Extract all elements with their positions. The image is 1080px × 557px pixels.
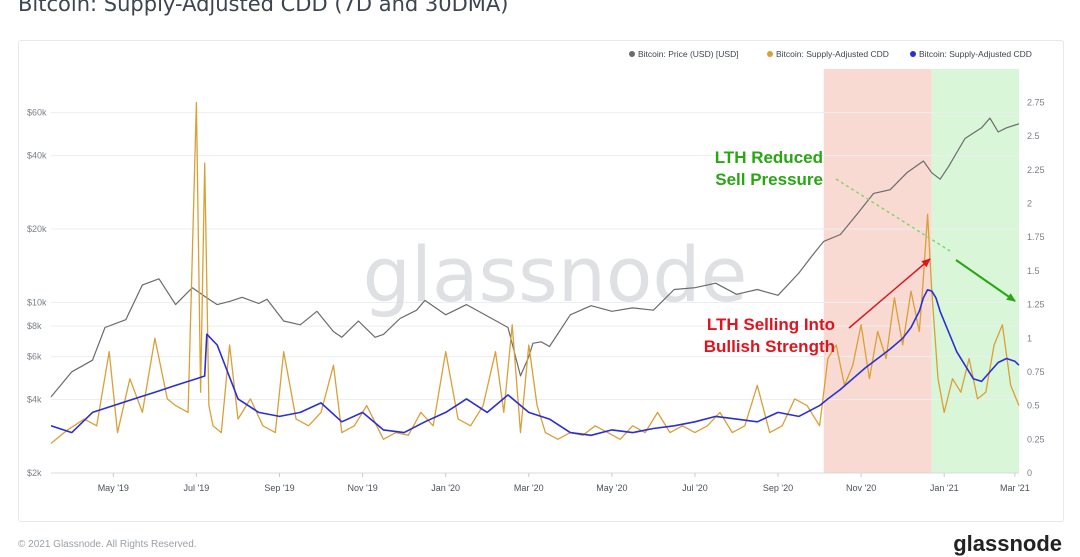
x-axis-tick-label: Jan '21 — [930, 483, 959, 493]
series-line-1 — [50, 101, 1020, 444]
right-axis-tick-label: 1 — [1027, 333, 1032, 343]
series-line-2 — [50, 289, 1020, 437]
annotation-green-line-1: LTH Reduced — [715, 148, 823, 167]
footer-copyright: © 2021 Glassnode. All Rights Reserved. — [18, 539, 197, 550]
x-axis-tick-label: Jul '19 — [184, 483, 210, 493]
right-axis-tick-label: 2.25 — [1027, 165, 1045, 175]
legend-marker — [629, 51, 635, 57]
left-axis-tick-label: $2k — [27, 468, 42, 478]
left-axis-tick-label: $40k — [27, 151, 47, 161]
watermark-text: glassnode — [363, 230, 748, 319]
left-axis-tick-label: $20k — [27, 224, 47, 234]
green-dashed-guide — [835, 178, 951, 252]
x-axis-tick-label: Sep '20 — [763, 483, 793, 493]
legend-marker — [767, 51, 773, 57]
right-axis-tick-label: 1.25 — [1027, 300, 1045, 310]
right-axis-tick-label: 1.75 — [1027, 232, 1045, 242]
x-axis-tick-label: Sep '19 — [264, 483, 294, 493]
right-axis-tick-label: 0 — [1027, 468, 1032, 478]
left-axis-tick-label: $10k — [27, 297, 47, 307]
left-axis-tick-label: $60k — [27, 108, 47, 118]
annotation-red-line-2: Bullish Strength — [704, 337, 835, 356]
left-axis-tick-label: $8k — [27, 321, 42, 331]
right-axis-tick-label: 0.5 — [1027, 401, 1040, 411]
highlight-lth-selling-region — [823, 69, 932, 473]
green-arrow — [955, 259, 1016, 302]
page-title: Bitcoin: Supply-Adjusted CDD (7D and 30D… — [18, 0, 509, 16]
annotation-red-line-1: LTH Selling Into — [707, 315, 835, 334]
x-axis-tick-label: Mar '21 — [1000, 483, 1030, 493]
x-axis-tick-label: May '19 — [98, 483, 129, 493]
x-axis-tick-label: Jul '20 — [682, 483, 708, 493]
chart-svg: $2k $4k $6k $8k $10k $20k $40k $60k 0 0.25 0.5 0.75… — [27, 49, 1045, 493]
left-axis-tick-label: $4k — [27, 395, 42, 405]
legend-label: Bitcoin: Supply-Adjusted CDD — [919, 49, 1032, 59]
x-axis-tick-label: May '20 — [596, 483, 627, 493]
legend-label: Bitcoin: Supply-Adjusted CDD — [776, 49, 889, 59]
annotation-green-line-2: Sell Pressure — [715, 170, 823, 189]
right-axis-tick-label: 2.5 — [1027, 131, 1040, 141]
x-axis-tick-label: Nov '19 — [347, 483, 377, 493]
footer-brand: glassnode — [953, 531, 1062, 556]
series-line-0 — [50, 117, 1020, 398]
right-axis-tick-label: 0.25 — [1027, 434, 1045, 444]
x-axis-tick-label: Mar '20 — [514, 483, 544, 493]
chart-card: $2k $4k $6k $8k $10k $20k $40k $60k 0 0.25 0.5 0.75… — [18, 40, 1064, 522]
legend-marker — [910, 51, 916, 57]
right-axis-tick-label: 1.5 — [1027, 266, 1040, 276]
x-axis-tick-label: Jan '20 — [431, 483, 460, 493]
legend-label: Bitcoin: Price (USD) [USD] — [638, 49, 739, 59]
right-axis-tick-label: 2 — [1027, 199, 1032, 209]
right-axis-tick-label: 0.75 — [1027, 367, 1045, 377]
x-axis-tick-label: Nov '20 — [846, 483, 876, 493]
right-axis-tick-label: 2.75 — [1027, 97, 1045, 107]
left-axis-tick-label: $6k — [27, 352, 42, 362]
red-arrow — [848, 258, 931, 329]
